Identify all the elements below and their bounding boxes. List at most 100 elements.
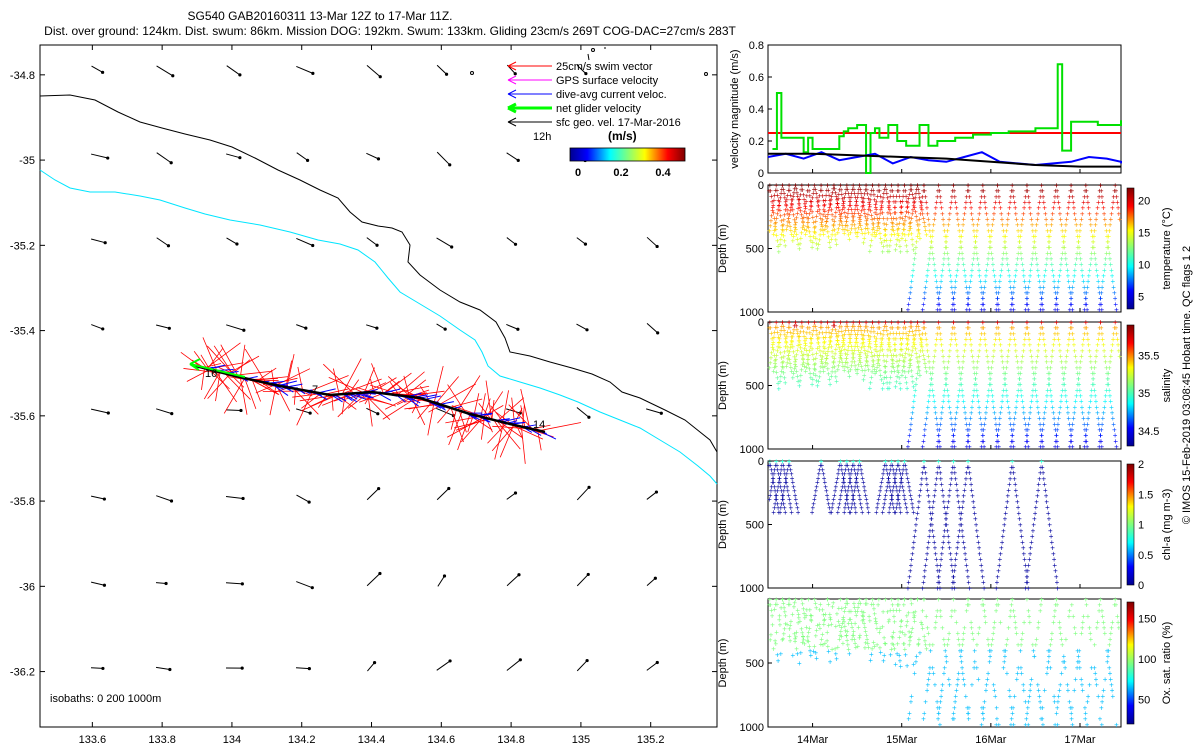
salinity-colorbar-label: salinity <box>1161 368 1173 402</box>
temperature-sample-point: + <box>914 212 919 221</box>
salinity-sample-point: + <box>1042 414 1047 423</box>
temperature-sample-point: + <box>930 243 935 252</box>
salinity-sample-point: + <box>834 340 839 349</box>
swim-vector-arrow <box>449 398 483 408</box>
temperature-sample-point: + <box>779 216 784 225</box>
temperature-sample-point: + <box>1019 249 1024 258</box>
salinity-sample-point: + <box>951 431 956 440</box>
salinity-sample-point: + <box>1029 352 1034 361</box>
swim-vector-arrow <box>341 358 362 395</box>
temperature-sample-point: + <box>890 225 895 234</box>
salinity-sample-point: + <box>1082 442 1087 451</box>
temperature-sample-point: + <box>889 230 894 239</box>
salinity-sample-point: + <box>784 338 789 347</box>
geo-vector-arrow <box>366 65 381 78</box>
figure-subtitle: Dist. over ground: 124km. Dist. swum: 86… <box>44 24 736 38</box>
temperature-sample-point: + <box>1064 260 1069 269</box>
temperature-sample-point: + <box>1114 192 1119 201</box>
salinity-sample-point: + <box>844 354 849 363</box>
chla-panel: ++++++++++++++++++++ ++ ++ ++ ++ ++ ++ ++++++++… <box>717 456 1173 595</box>
temperature-sample-point: + <box>1060 226 1065 235</box>
temperature-sample-point: + <box>1091 243 1096 252</box>
geo-vector-arrow <box>156 152 172 164</box>
oxygen-sample-point: + <box>1095 624 1100 633</box>
salinity-sample-point: + <box>775 328 780 337</box>
oxygen-sample-point: + <box>921 715 926 724</box>
salinity-sample-point: + <box>1030 358 1035 367</box>
temperature-sample-point: + <box>785 221 790 230</box>
salinity-sample-point: + <box>844 318 849 327</box>
salinity-sample-point: + <box>908 322 913 331</box>
oxygen-sample-point: + <box>1099 703 1104 712</box>
salinity-sample-point: + <box>862 342 867 351</box>
temperature-sample-point: + <box>1039 181 1044 190</box>
salinity-sample-point: + <box>781 352 786 361</box>
salinity-sample-point: + <box>901 329 906 338</box>
temperature-sample-point: + <box>857 213 862 222</box>
temperature-sample-point: + <box>852 209 857 218</box>
temperature-sample-point: + <box>1087 272 1092 281</box>
temperature-sample-point: + <box>789 203 794 212</box>
temperature-sample-point: + <box>1077 243 1082 252</box>
temperature-sample-point: + <box>889 187 894 196</box>
salinity-sample-point: + <box>987 380 992 389</box>
temperature-sample-point: + <box>891 226 896 235</box>
temperature-sample-point: + <box>980 288 985 297</box>
salinity-sample-point: + <box>879 339 884 348</box>
geo-vector-head <box>442 574 447 578</box>
temperature-sample-point: + <box>784 201 789 210</box>
temperature-sample-point: + <box>1055 187 1060 196</box>
salinity-sample-point: + <box>872 332 877 341</box>
temperature-sample-point: + <box>1017 238 1022 247</box>
salinity-sample-point: + <box>1076 375 1081 384</box>
oxygen-sample-point: + <box>1092 641 1097 650</box>
temperature-sample-point: + <box>1037 198 1042 207</box>
oxygen-sample-point: + <box>923 698 928 707</box>
salinity-sample-point: + <box>897 373 902 382</box>
salinity-sample-point: + <box>1085 420 1090 429</box>
salinity-sample-point: + <box>867 339 872 348</box>
temperature-sample-point: + <box>787 210 792 219</box>
temperature-sample-point: + <box>909 283 914 292</box>
velocity-y-tick-label: 0.4 <box>749 104 764 116</box>
temperature-sample-point: + <box>1031 232 1036 241</box>
salinity-sample-point: + <box>915 353 920 362</box>
salinity-sample-point: + <box>786 351 791 360</box>
salinity-sample-point: + <box>791 347 796 356</box>
salinity-sample-point: + <box>771 346 776 355</box>
temperature-sample-point: + <box>909 185 914 194</box>
geo-vector-arrow <box>646 577 656 587</box>
temperature-sample-point: + <box>984 272 989 281</box>
temperature-sample-point: + <box>896 181 901 190</box>
salinity-sample-point: + <box>1036 346 1041 355</box>
temperature-sample-point: + <box>924 198 929 207</box>
swim-vector-arrow <box>328 377 364 393</box>
salinity-sample-point: + <box>1105 369 1110 378</box>
salinity-sample-point: + <box>986 358 991 367</box>
geo-vector-arrow <box>646 408 662 414</box>
temperature-sample-point: + <box>831 226 836 235</box>
temperature-sample-point: + <box>1075 243 1080 252</box>
temperature-sample-point: + <box>944 238 949 247</box>
temperature-sample-point: + <box>925 204 930 213</box>
temperature-sample-point: + <box>968 277 973 286</box>
chla-sample-point: + <box>776 470 781 479</box>
temperature-sample-point: + <box>1055 305 1060 314</box>
geo-vector-head <box>102 583 107 587</box>
oxygen-sample-point: + <box>863 643 868 652</box>
salinity-sample-point: + <box>841 336 846 345</box>
temperature-sample-point: + <box>915 181 920 190</box>
temperature-sample-point: + <box>1000 255 1005 264</box>
salinity-sample-point: + <box>865 327 870 336</box>
temperature-sample-point: + <box>1008 198 1013 207</box>
temperature-sample-point: + <box>785 191 790 200</box>
salinity-sample-point: + <box>1054 431 1059 440</box>
temperature-sample-point: + <box>1091 238 1096 247</box>
temperature-sample-point: + <box>786 218 791 227</box>
salinity-sample-point: + <box>1015 358 1020 367</box>
chla-colorbar-tick: 0 <box>1138 580 1144 592</box>
salinity-sample-point: + <box>829 343 834 352</box>
salinity-sample-point: + <box>920 347 925 356</box>
salinity-sample-point: + <box>1070 420 1075 429</box>
salinity-sample-point: + <box>1066 409 1071 418</box>
